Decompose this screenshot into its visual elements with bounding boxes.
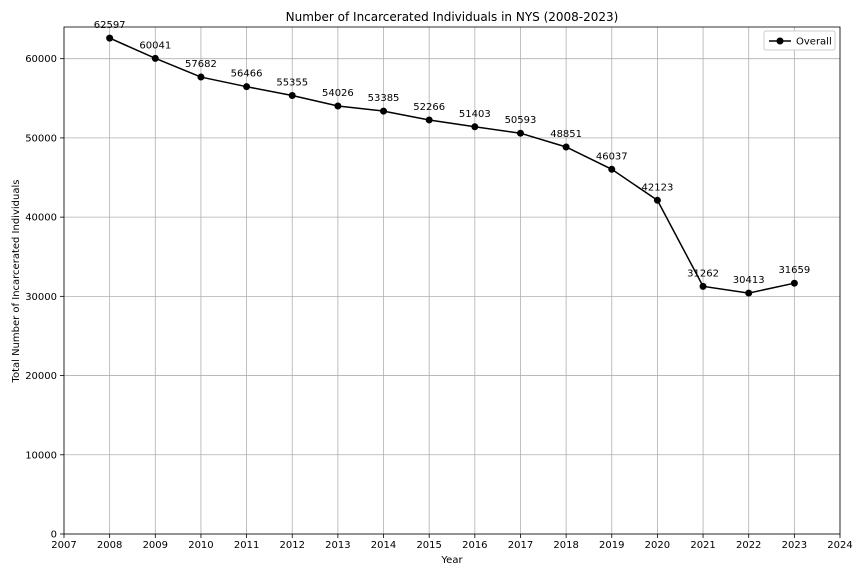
x-tick-label: 2020 [645,540,670,551]
data-label: 51403 [459,109,491,120]
data-label: 50593 [505,115,537,126]
data-label: 60041 [139,40,171,51]
x-tick-label: 2014 [371,540,396,551]
x-tick-label: 2010 [188,540,213,551]
x-tick-label: 2019 [599,540,624,551]
x-tick-label: 2007 [51,540,76,551]
data-point [243,83,251,91]
data-label: 31659 [778,265,810,276]
y-tick-label: 50000 [25,133,57,144]
data-point [608,165,616,173]
data-label: 57682 [185,59,217,70]
data-point [380,107,388,115]
chart-title: Number of Incarcerated Individuals in NY… [286,10,619,24]
x-tick-label: 2009 [143,540,168,551]
x-tick-label: 2022 [736,540,761,551]
data-point [151,54,159,62]
data-point [288,91,296,99]
data-point [790,279,798,287]
legend: Overall [763,30,836,51]
axes: 2007 2008 2009 2010 2011 2012 2013 2014 2015 2016… [25,26,853,551]
data-label: 53385 [368,93,400,104]
plot-frame [63,26,841,535]
series-line [109,37,795,294]
y-tick-label: 30000 [25,292,57,303]
data-point [745,289,753,297]
legend-box [763,30,836,51]
data-label: 52266 [413,102,445,113]
data-label: 54026 [322,88,354,99]
y-tick-label: 40000 [25,213,57,224]
data-labels: 62597 60041 57682 56466 55355 54026 53385 52266… [94,20,811,286]
x-tick-label: 2015 [416,540,441,551]
data-point [562,143,570,151]
y-tick-label: 0 [51,530,57,541]
data-point [516,129,524,137]
data-label: 55355 [276,77,308,88]
legend-entry-overall: Overall [796,37,832,48]
data-point [197,73,205,81]
x-axis-label: Year [440,555,463,566]
y-tick-label: 20000 [25,371,57,382]
data-label: 31262 [687,268,719,279]
data-point [425,116,433,124]
data-label: 56466 [231,69,263,80]
y-axis-label: Total Number of Incarcerated Individuals [11,180,22,384]
legend-marker [776,37,784,45]
x-tick-label: 2011 [234,540,259,551]
data-point [471,123,479,131]
y-tick-label: 60000 [25,54,57,65]
x-tick-label: 2012 [280,540,305,551]
y-tick-label: 10000 [25,450,57,461]
x-tick-label: 2024 [827,540,852,551]
x-tick-label: 2018 [553,540,578,551]
x-tick-label: 2021 [690,540,715,551]
data-point [653,196,661,204]
data-point [334,102,342,110]
data-label: 46037 [596,151,628,162]
x-tick-label: 2013 [325,540,350,551]
x-tick-label: 2016 [462,540,487,551]
series-overall [106,34,798,297]
data-point [699,282,707,290]
x-tick-label: 2023 [782,540,807,551]
data-point [106,34,114,42]
data-label: 30413 [733,275,765,286]
data-label: 62597 [94,20,126,31]
data-label: 42123 [642,182,674,193]
data-label: 48851 [550,129,582,140]
x-tick-label: 2008 [97,540,122,551]
x-tick-label: 2017 [508,540,533,551]
